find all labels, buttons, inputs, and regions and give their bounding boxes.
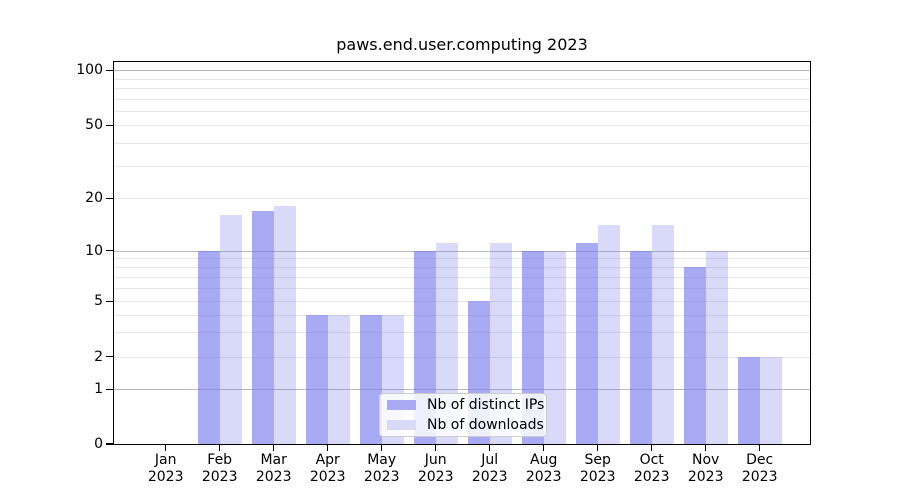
bar-downloads xyxy=(327,314,350,444)
gridline-minor xyxy=(114,314,810,316)
x-tick-mark xyxy=(272,445,275,451)
x-tick-label: Sep 2023 xyxy=(579,452,616,485)
x-tick-label: Oct 2023 xyxy=(633,452,670,485)
y-tick-label: 100 xyxy=(76,62,103,79)
gridline-minor xyxy=(114,165,810,167)
plot-area: Nb of distinct IPs Nb of downloads xyxy=(113,61,811,445)
legend-label-distinct-ips: Nb of distinct IPs xyxy=(427,396,545,413)
y-tick-mark xyxy=(106,69,113,72)
legend: Nb of distinct IPs Nb of downloads xyxy=(379,393,547,437)
bar-downloads xyxy=(543,250,566,444)
gridline-minor xyxy=(114,78,810,80)
chart-title: paws.end.user.computing 2023 xyxy=(336,35,588,54)
gridline-minor xyxy=(114,198,810,200)
bar-distinct-ips xyxy=(305,314,328,444)
x-tick-label: Mar 2023 xyxy=(255,452,292,485)
gridline-minor xyxy=(114,276,810,278)
y-tick-mark xyxy=(106,388,113,391)
gridline-minor xyxy=(114,143,810,145)
x-tick-label: May 2023 xyxy=(363,452,400,485)
legend-label-downloads: Nb of downloads xyxy=(427,416,544,433)
x-tick-label: Jan 2023 xyxy=(147,452,184,485)
x-tick-mark xyxy=(704,445,707,451)
x-tick-mark xyxy=(488,445,491,451)
legend-item: Nb of distinct IPs xyxy=(387,397,544,414)
bar-distinct-ips xyxy=(575,243,598,444)
x-tick-label: Aug 2023 xyxy=(525,452,562,485)
x-tick-label: Apr 2023 xyxy=(309,452,346,485)
bar-downloads xyxy=(273,206,296,444)
y-tick-label: 50 xyxy=(85,117,103,134)
y-tick-label: 2 xyxy=(94,348,103,365)
x-tick-label: Jul 2023 xyxy=(471,452,508,485)
bar-distinct-ips xyxy=(251,210,274,444)
x-tick-label: Dec 2023 xyxy=(741,452,778,485)
bar-distinct-ips xyxy=(683,266,706,444)
x-tick-mark xyxy=(758,445,761,451)
gridline-minor xyxy=(114,287,810,289)
gridline-major xyxy=(114,250,810,252)
legend-swatch-downloads xyxy=(387,420,416,430)
x-tick-mark xyxy=(380,445,383,451)
x-tick-mark xyxy=(164,445,167,451)
x-tick-mark xyxy=(542,445,545,451)
bar-downloads xyxy=(597,225,620,444)
bar-distinct-ips xyxy=(737,356,760,444)
y-tick-mark xyxy=(106,249,113,252)
bar-downloads xyxy=(651,225,674,444)
x-tick-mark xyxy=(326,445,329,451)
y-tick-mark xyxy=(106,124,113,127)
x-tick-label: Jun 2023 xyxy=(417,452,454,485)
x-tick-mark xyxy=(596,445,599,451)
y-tick-label: 0 xyxy=(94,436,103,452)
y-tick-label: 20 xyxy=(85,190,103,207)
gridline-minor xyxy=(114,356,810,358)
y-tick-label: 5 xyxy=(94,293,103,310)
gridline-minor xyxy=(114,332,810,334)
bar-downloads xyxy=(219,215,242,444)
gridline-minor xyxy=(114,301,810,303)
y-tick-mark xyxy=(106,355,113,358)
gridline-major xyxy=(114,389,810,391)
bar-distinct-ips xyxy=(629,250,652,444)
bar-distinct-ips xyxy=(359,314,382,444)
legend-swatch-distinct-ips xyxy=(387,400,416,410)
y-tick-mark xyxy=(106,443,113,445)
bar-distinct-ips xyxy=(197,250,220,444)
gridline-minor xyxy=(114,88,810,89)
x-tick-label: Nov 2023 xyxy=(687,452,724,485)
x-tick-mark xyxy=(434,445,437,451)
gridline-minor xyxy=(114,266,810,268)
gridline-minor xyxy=(114,98,810,100)
gridline-minor xyxy=(114,258,810,260)
legend-item: Nb of downloads xyxy=(387,417,544,434)
y-tick-mark xyxy=(106,300,113,303)
x-tick-mark xyxy=(650,445,653,451)
y-tick-label: 1 xyxy=(94,381,103,398)
gridline-minor xyxy=(114,125,810,127)
x-tick-mark xyxy=(218,445,221,451)
y-tick-label: 10 xyxy=(85,242,103,259)
bar-downloads xyxy=(705,250,728,444)
gridline-minor xyxy=(114,110,810,112)
gridline-major xyxy=(114,70,810,72)
x-tick-label: Feb 2023 xyxy=(201,452,238,485)
bar-downloads xyxy=(759,356,782,444)
y-tick-mark xyxy=(106,197,113,200)
